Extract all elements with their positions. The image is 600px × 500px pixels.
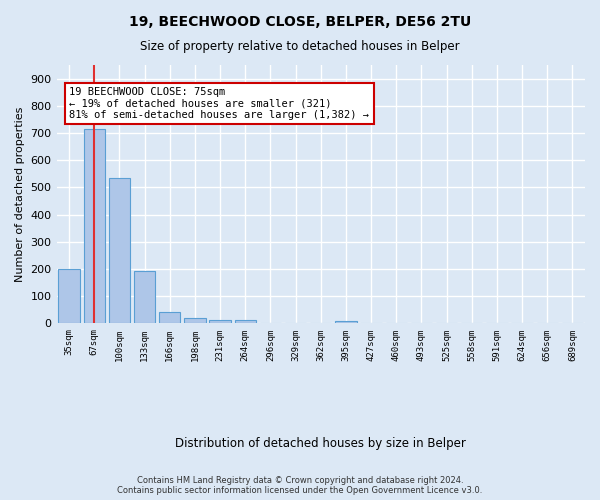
Bar — [159, 312, 181, 324]
Bar — [235, 320, 256, 324]
Bar — [184, 318, 206, 324]
Bar — [109, 178, 130, 324]
Bar — [83, 129, 105, 324]
Y-axis label: Number of detached properties: Number of detached properties — [15, 106, 25, 282]
Text: Contains HM Land Registry data © Crown copyright and database right 2024.
Contai: Contains HM Land Registry data © Crown c… — [118, 476, 482, 495]
Text: 19, BEECHWOOD CLOSE, BELPER, DE56 2TU: 19, BEECHWOOD CLOSE, BELPER, DE56 2TU — [129, 15, 471, 29]
Bar — [134, 271, 155, 324]
Bar — [58, 269, 80, 324]
Text: 19 BEECHWOOD CLOSE: 75sqm
← 19% of detached houses are smaller (321)
81% of semi: 19 BEECHWOOD CLOSE: 75sqm ← 19% of detac… — [70, 87, 370, 120]
Text: Size of property relative to detached houses in Belper: Size of property relative to detached ho… — [140, 40, 460, 53]
Bar — [335, 321, 356, 324]
X-axis label: Distribution of detached houses by size in Belper: Distribution of detached houses by size … — [175, 437, 466, 450]
Bar — [209, 320, 231, 324]
